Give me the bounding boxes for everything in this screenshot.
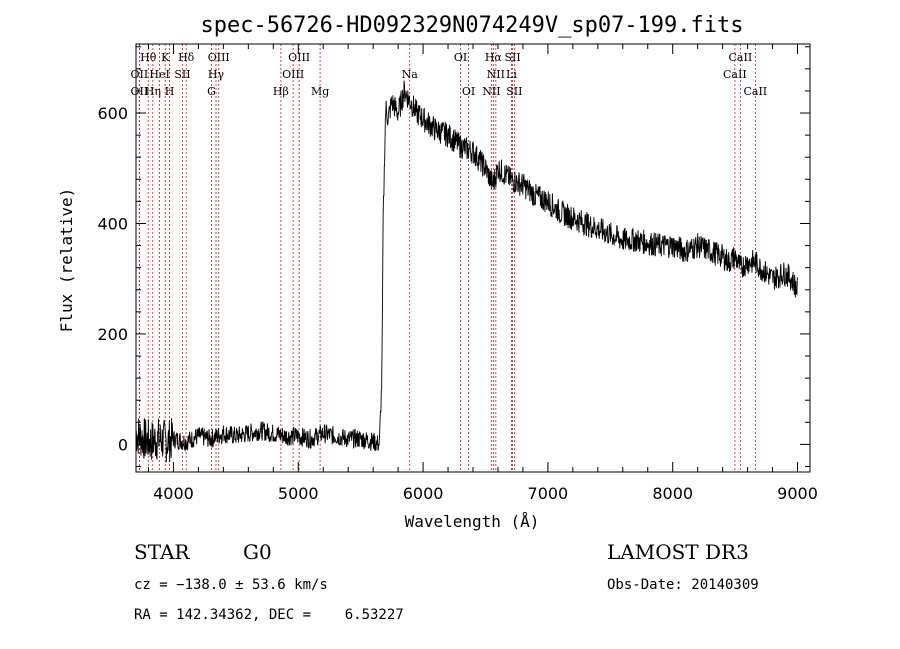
x-tick-label: 8000 (652, 484, 693, 503)
series-line-flux (135, 80, 798, 463)
line-label-text: SII (504, 51, 520, 64)
line-labels: Hθ OII OII K HeI Hη Hδ SII H OIII Hγ G OIII OIII Hβ Mg N… (131, 51, 768, 98)
line-label-text: Hθ (140, 51, 157, 64)
line-label-text: G (207, 85, 216, 98)
line-label-text: HeI (149, 68, 169, 81)
line-label-text: OII (131, 68, 149, 81)
series-group (135, 80, 798, 463)
line-label-text: OII (131, 85, 149, 98)
line-label-text: Hη (145, 85, 161, 98)
survey-name: LAMOST DR3 (607, 540, 749, 564)
obs-date: Obs-Date: 20140309 (607, 577, 759, 593)
line-label-text: Mg (311, 85, 329, 98)
x-tick-label: 6000 (403, 484, 444, 503)
coordinates: RA = 142.34362, DEC = 6.53227 (134, 607, 404, 623)
line-label-text: NII (487, 68, 505, 81)
line-label-text: CaII (729, 51, 753, 64)
x-tick-label: 4000 (153, 484, 194, 503)
y-tick-label: 400 (97, 214, 128, 233)
line-label-text: SII (506, 85, 522, 98)
y-tick-label: 0 (118, 435, 128, 454)
object-subclass: G0 (243, 540, 272, 564)
line-label-text: Hδ (178, 51, 195, 64)
line-label-text: OIII (288, 51, 310, 64)
cz-value: cz = −138.0 ± 53.6 km/s (134, 577, 328, 593)
line-label-text: Hγ (208, 68, 225, 81)
line-label-text: NII (482, 85, 500, 98)
y-tick-label: 200 (97, 325, 128, 344)
line-label-text: CaII (723, 68, 747, 81)
line-label-text: CaII (743, 85, 767, 98)
line-label-text: OI (454, 51, 467, 64)
y-axis: 0 200 400 600 (97, 46, 810, 467)
x-tick-label: 5000 (278, 484, 319, 503)
x-tick-label: 9000 (777, 484, 818, 503)
line-label-text: Hβ (273, 85, 289, 98)
line-label-text: H (165, 85, 175, 98)
line-label-text: K (161, 51, 170, 64)
plot-frame (135, 43, 811, 473)
y-axis-label: Flux (relative) (57, 188, 76, 333)
object-class: STAR (134, 540, 190, 564)
x-axis: 4000 5000 6000 7000 8000 9000 (147, 44, 818, 503)
line-label-text: Na (402, 68, 419, 81)
info-block: STAR G0 LAMOST DR3 cz = −138.0 ± 53.6 km… (134, 540, 759, 623)
line-label-text: Hα (485, 51, 503, 64)
x-axis-label: Wavelength (Å) (405, 512, 540, 531)
line-label-text: Li (506, 68, 517, 81)
line-label-text: OIII (208, 51, 230, 64)
line-label-text: OIII (282, 68, 304, 81)
y-tick-label: 600 (97, 104, 128, 123)
x-tick-label: 7000 (528, 484, 569, 503)
chart-title: spec-56726-HD092329N074249V_sp07-199.fit… (200, 13, 743, 38)
line-label-text: OI (462, 85, 475, 98)
emission-lines (138, 44, 756, 472)
line-label-text: SII (174, 68, 190, 81)
